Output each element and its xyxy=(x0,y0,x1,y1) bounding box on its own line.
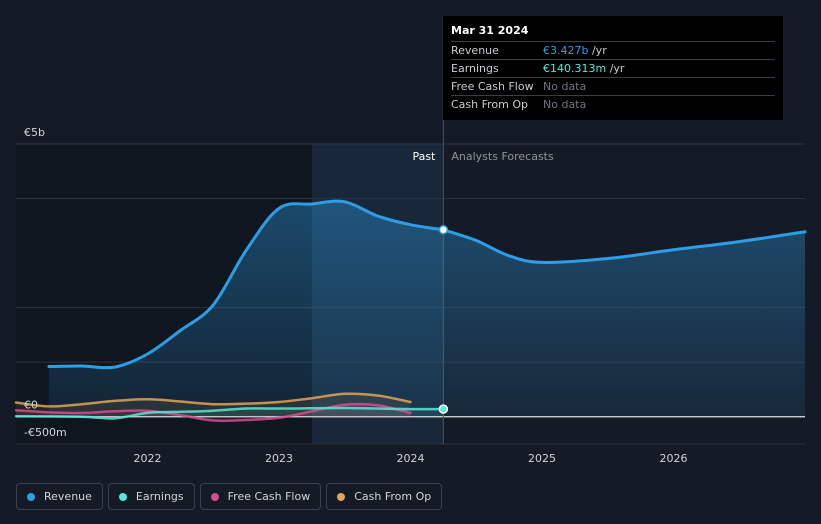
tooltip-label: Revenue xyxy=(451,44,499,57)
tooltip-value: €140.313m xyxy=(543,62,607,75)
x-tick-label: 2026 xyxy=(660,452,688,465)
legend-label: Free Cash Flow xyxy=(227,490,311,503)
cash-from-op-line xyxy=(14,392,412,408)
tooltip-panel: Mar 31 2024 Revenue €3.427b /yr Earnings… xyxy=(443,16,783,120)
x-tick-label: 2022 xyxy=(134,452,162,465)
legend: Revenue Earnings Free Cash Flow Cash Fro… xyxy=(16,483,443,510)
legend-item-revenue[interactable]: Revenue xyxy=(16,483,103,510)
legend-label: Cash From Op xyxy=(354,490,432,503)
x-tick-label: 2023 xyxy=(265,452,293,465)
legend-label: Earnings xyxy=(135,490,184,503)
y-tick-label: €0 xyxy=(24,399,38,412)
tooltip-label: Cash From Op xyxy=(451,98,529,111)
legend-dot-icon xyxy=(27,492,35,501)
tooltip-label: Earnings xyxy=(451,62,499,75)
tooltip-row-earnings: Earnings €140.313m /yr xyxy=(451,59,775,77)
legend-item-earnings[interactable]: Earnings xyxy=(107,483,195,510)
x-tick-label: 2024 xyxy=(397,452,425,465)
earnings-line xyxy=(14,406,445,420)
earnings-area xyxy=(16,408,444,419)
past-label: Past xyxy=(412,150,436,163)
revenue-point xyxy=(438,225,449,235)
y-tick-label: -€500m xyxy=(24,426,67,439)
x-tick-label: 2025 xyxy=(528,452,556,465)
tooltip-value: No data xyxy=(543,80,587,93)
forecast-label: Analysts Forecasts xyxy=(451,150,554,163)
revenue-line xyxy=(47,199,445,370)
legend-dot-icon xyxy=(118,492,127,501)
legend-label: Revenue xyxy=(44,490,92,503)
earnings-point xyxy=(438,404,449,414)
tooltip-row-revenue: Revenue €3.427b /yr xyxy=(451,41,775,59)
revenue-area xyxy=(48,201,805,417)
legend-item-cash-from-op[interactable]: Cash From Op xyxy=(326,483,443,510)
tooltip-value: No data xyxy=(543,98,587,111)
y-tick-label: €5b xyxy=(24,126,45,139)
tooltip-unit: /yr xyxy=(606,62,625,75)
legend-item-free-cash-flow[interactable]: Free Cash Flow xyxy=(199,483,322,510)
revenue-forecast-line xyxy=(441,228,807,264)
tooltip-date: Mar 31 2024 xyxy=(451,24,529,37)
tooltip-unit: /yr xyxy=(588,44,607,57)
legend-dot-icon xyxy=(337,492,346,501)
tooltip-row-free-cash-flow: Free Cash Flow No data xyxy=(451,77,775,95)
tooltip-label: Free Cash Flow xyxy=(451,80,534,93)
tooltip-value: €3.427b xyxy=(543,44,589,57)
tooltip-row-cash-from-op: Cash From Op No data xyxy=(451,95,775,113)
legend-dot-icon xyxy=(210,492,219,501)
free-cash-flow-line xyxy=(14,402,412,423)
free-cash-flow-area xyxy=(16,404,411,421)
